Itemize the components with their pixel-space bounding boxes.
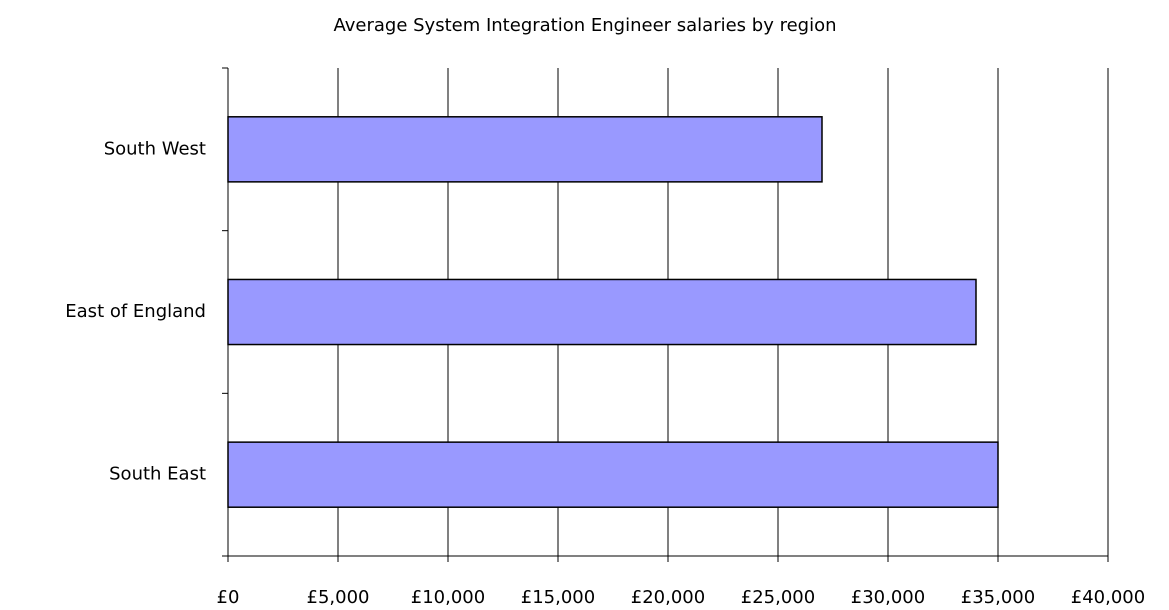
x-tick-label: £40,000 xyxy=(1071,587,1145,608)
bar xyxy=(227,116,823,183)
bar xyxy=(227,441,999,508)
x-tick-label: £30,000 xyxy=(851,587,925,608)
y-tick-label: South West xyxy=(104,138,206,159)
x-tick-label: £35,000 xyxy=(961,587,1035,608)
bar xyxy=(227,278,977,346)
y-tick-label: East of England xyxy=(65,301,206,322)
x-tick-label: £20,000 xyxy=(631,587,705,608)
chart-title: Average System Integration Engineer sala… xyxy=(333,15,836,36)
x-tick-label: £0 xyxy=(217,587,240,608)
x-tick-label: £25,000 xyxy=(741,587,815,608)
x-tick-label: £15,000 xyxy=(521,587,595,608)
y-tick-label: South East xyxy=(109,464,206,485)
x-tick-label: £5,000 xyxy=(307,587,370,608)
x-tick-label: £10,000 xyxy=(411,587,485,608)
